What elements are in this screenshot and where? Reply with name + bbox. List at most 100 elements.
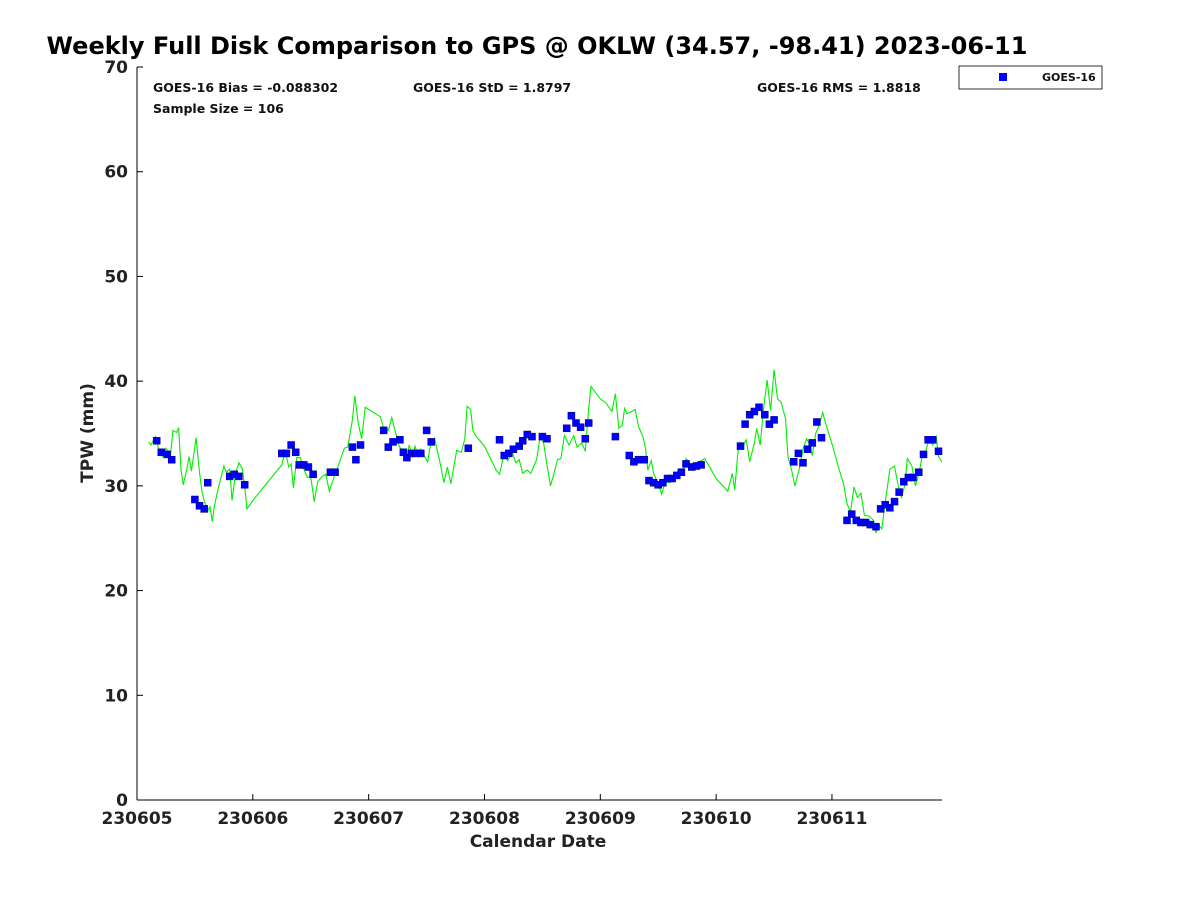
goes16-point [427, 438, 435, 446]
goes16-point [384, 443, 393, 451]
goes16-point [794, 449, 803, 458]
legend-box [958, 65, 1103, 90]
goes16-point [417, 449, 425, 458]
goes16-point [876, 505, 885, 513]
std-stat: GOES-16 StD = 1.8797 [413, 80, 571, 95]
legend-marker-goes16 [999, 73, 1007, 81]
goes16-point [163, 450, 171, 459]
plot-area [148, 369, 943, 534]
goes16-point [291, 448, 300, 457]
goes16-point [895, 488, 903, 496]
y-tick-label: 30 [104, 477, 128, 497]
goes16-point [200, 505, 208, 513]
goes16-point [389, 438, 397, 446]
goes16-point [567, 411, 576, 420]
goes16-point [736, 442, 745, 450]
legend: GOES-16 [958, 65, 1103, 90]
gps-series-line [148, 369, 943, 534]
goes16-point [287, 441, 295, 449]
chart-title: Weekly Full Disk Comparison to GPS @ OKL… [47, 32, 1028, 60]
goes16-point [697, 461, 705, 469]
goes16-point [576, 423, 585, 431]
goes16-point [528, 432, 536, 441]
goes16-point [562, 424, 571, 433]
goes16-point [919, 450, 928, 459]
x-tick-label: 230605 [102, 809, 173, 829]
goes16-point [640, 455, 649, 464]
goes16-point [659, 478, 667, 487]
rms-stat: GOES-16 RMS = 1.8818 [757, 80, 921, 95]
goes16-point [235, 472, 243, 481]
goes16-point [789, 458, 798, 466]
y-tick-label: 0 [116, 791, 128, 811]
goes16-point [765, 420, 774, 428]
goes16-point [167, 455, 176, 464]
goes16-series-points [152, 403, 943, 531]
y-tick-label: 50 [104, 267, 128, 287]
goes16-point [331, 468, 339, 476]
goes16-point [803, 445, 812, 453]
goes16-point [543, 434, 551, 443]
goes16-point [813, 418, 821, 426]
goes16-point [518, 437, 527, 445]
x-tick-label: 230606 [217, 809, 288, 829]
goes16-point [625, 451, 634, 460]
goes16-point [403, 453, 411, 462]
goes16-point [309, 470, 317, 479]
x-tick-label: 230611 [796, 809, 867, 829]
goes16-point [348, 443, 357, 451]
goes16-point [191, 495, 199, 504]
goes16-point [581, 434, 590, 443]
y-tick-label: 60 [104, 163, 128, 183]
goes16-point [886, 504, 894, 512]
goes16-point [240, 481, 249, 489]
x-axis-label: Calendar Date [470, 832, 607, 852]
bias-stat: GOES-16 Bias = -0.088302 [153, 80, 338, 95]
goes16-point [584, 419, 593, 427]
goes16-point [934, 447, 943, 456]
goes16-point [495, 436, 504, 444]
y-tick-label: 10 [104, 686, 128, 706]
goes16-point [152, 437, 161, 445]
goes16-point [817, 433, 826, 442]
goes16-point [282, 449, 291, 458]
goes16-point [203, 478, 212, 487]
goes16-point [422, 426, 431, 435]
goes16-point [909, 473, 917, 482]
goes16-point [396, 436, 404, 444]
goes16-point [572, 419, 580, 427]
goes16-point [761, 410, 769, 419]
y-axis-ticks: 0 10 20 30 40 50 60 70 [104, 58, 143, 811]
goes16-point [843, 516, 851, 525]
goes16-point [505, 449, 513, 458]
goes16-point [356, 441, 365, 449]
x-tick-label: 230610 [681, 809, 752, 829]
sample-size-stat: Sample Size = 106 [153, 101, 284, 116]
goes16-point [915, 468, 923, 476]
goes16-point [770, 416, 778, 424]
goes16-point [900, 477, 908, 486]
goes16-point [847, 510, 856, 518]
y-tick-label: 20 [104, 582, 128, 602]
goes16-point [750, 407, 759, 416]
x-tick-label: 230609 [565, 809, 636, 829]
goes16-point [872, 522, 880, 531]
goes16-point [464, 444, 473, 452]
goes16-point [352, 455, 360, 464]
goes16-point [755, 403, 763, 412]
x-tick-label: 230607 [333, 809, 404, 829]
goes16-point [379, 426, 388, 435]
goes16-point [677, 468, 686, 476]
goes16-point [741, 420, 749, 428]
y-axis-label: TPW (mm) [78, 383, 98, 483]
goes16-point [799, 459, 807, 467]
goes16-point [808, 439, 817, 447]
y-tick-label: 40 [104, 372, 128, 392]
x-tick-label: 230608 [449, 809, 520, 829]
legend-label-goes16: GOES-16 [1042, 71, 1096, 84]
goes16-point [304, 463, 313, 471]
goes16-point [890, 497, 899, 506]
x-axis-ticks: 230605 230606 230607 230608 230609 230610 2306… [102, 794, 867, 829]
goes16-point [928, 436, 937, 444]
